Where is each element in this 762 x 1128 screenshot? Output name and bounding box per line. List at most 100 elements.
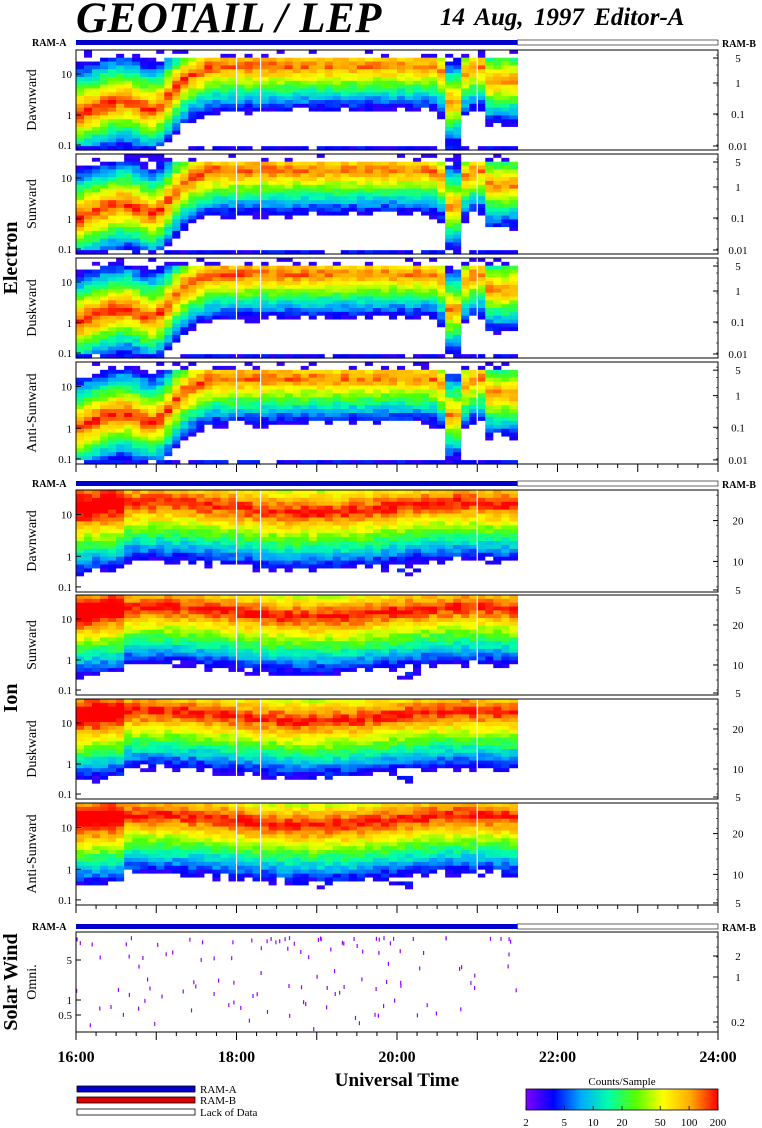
spectrogram-cells: [76, 595, 518, 696]
lack-of-data-bar: [517, 39, 719, 46]
left-tick-label: 1: [67, 759, 73, 771]
panel-label: Sunward: [25, 179, 40, 229]
panel-label: Dawnward: [25, 510, 40, 571]
chart-subtitle: 14 Aug, 1997 Editor-A: [440, 4, 685, 31]
left-tick-label: 10: [61, 173, 73, 185]
left-tick-label: 10: [61, 69, 73, 81]
group-ion: RAM-A RAM-B Ion Dawnward 10 1 0.1 20 10 5 Sunward 1…: [0, 479, 756, 913]
spectrogram-cells: [76, 258, 518, 359]
ram-b-label: RAM-B: [722, 39, 756, 50]
left-tick-label: 1: [67, 318, 73, 330]
right-tick-label: 20: [733, 724, 745, 736]
left-tick-label: 1: [67, 551, 73, 563]
spectrogram-cells: [76, 50, 518, 151]
legend-swatch: [76, 1108, 196, 1116]
right-tick-label: 10: [733, 556, 745, 568]
right-tick-label: 5: [735, 792, 741, 804]
right-tick-label: 10: [733, 764, 745, 776]
right-tick-label: 20: [733, 620, 745, 632]
ram-b-label: RAM-B: [722, 923, 756, 934]
panel-label: Duskward: [25, 720, 40, 778]
left-tick-label: 1: [67, 995, 73, 1007]
panel-frame: [75, 49, 719, 151]
left-tick-label: 0.1: [58, 895, 72, 907]
left-tick-label: 0.1: [58, 454, 72, 466]
right-tick-label: 1: [735, 182, 741, 194]
left-tick-label: 0.1: [58, 685, 72, 697]
left-tick-label: 5: [67, 955, 73, 967]
panel-electron-dawnward: Dawnward 10 1 0.1 5 1 0.1 0.01: [25, 49, 748, 153]
legend-swatch: [76, 1085, 196, 1093]
panel-label: Duskward: [25, 279, 40, 337]
right-tick-label: 5: [735, 157, 741, 169]
group-solar-wind: RAM-A RAM-B Solar Wind Omni. 5 1 0.5 2 1 0.2: [0, 922, 756, 1040]
panel-solar-wind-omni-: Omni. 5 1 0.5 2 1 0.2: [25, 931, 745, 1033]
x-axis: 16:00 18:00 20:00 22:00 24:00 Universal Time: [57, 1049, 736, 1091]
left-tick-label: 0.1: [58, 244, 72, 256]
spectrogram-cells: [76, 490, 518, 593]
colorbar-tick-label: 2: [523, 1117, 529, 1128]
x-tick-label: 24:00: [699, 1049, 736, 1066]
ram-a-label: RAM-A: [32, 38, 67, 49]
ram-a-bar: [76, 924, 518, 929]
right-tick-label: 0.2: [731, 1017, 745, 1029]
left-tick-label: 1: [67, 655, 73, 667]
panel-electron-sunward: Sunward 10 1 0.1 5 1 0.1 0.01: [25, 153, 748, 257]
right-tick-label: 1: [735, 78, 741, 90]
panels-layer: RAM-A RAM-B Electron Dawnward 10 1 0.1 5 1 0.1 0.0…: [0, 38, 756, 1040]
right-tick-label: 0.1: [731, 213, 745, 225]
right-tick-label: 1: [735, 391, 741, 403]
colorbar-tick-label: 200: [710, 1117, 727, 1128]
panel-label: Anti-Sunward: [25, 814, 40, 893]
left-tick-label: 10: [61, 277, 73, 289]
left-tick-label: 1: [67, 110, 73, 122]
lack-of-data-bar: [517, 480, 719, 487]
ram-a-label: RAM-A: [32, 922, 67, 933]
x-axis-label: Universal Time: [335, 1070, 459, 1091]
right-tick-label: 1: [735, 286, 741, 298]
left-tick-label: 0.1: [58, 789, 72, 801]
left-tick-label: 0.1: [58, 348, 72, 360]
panel-frame: [75, 489, 719, 593]
ram-a-bar: [76, 40, 518, 45]
solar-wind-points: [76, 936, 517, 1032]
left-tick-label: 10: [61, 614, 73, 626]
colorbar: Counts/Sample 2 5 10 20 50 100 200: [523, 1076, 727, 1128]
panel-frame: [75, 257, 719, 359]
panel-electron-anti-sunward: Anti-Sunward 10 1 0.1 5 1 0.1 0.01: [25, 361, 748, 467]
lack-of-data-bar: [517, 923, 719, 930]
panel-ion-sunward: Sunward 10 1 0.1 20 10 5: [25, 594, 745, 700]
right-tick-label: 5: [735, 53, 741, 65]
right-tick-label: 5: [735, 261, 741, 273]
left-tick-label: 10: [61, 822, 73, 834]
panel-label: Omni.: [25, 964, 40, 999]
panel-label: Sunward: [25, 620, 40, 670]
right-tick-label: 0.1: [731, 422, 745, 434]
legend-label: Lack of Data: [200, 1107, 258, 1119]
left-tick-label: 0.1: [58, 140, 72, 152]
group-label: Electron: [0, 222, 22, 295]
spectrogram-cells: [76, 699, 518, 800]
left-tick-label: 10: [61, 718, 73, 730]
group-electron: RAM-A RAM-B Electron Dawnward 10 1 0.1 5 1 0.1 0.0…: [0, 38, 756, 472]
panel-frame: [75, 698, 719, 800]
right-tick-label: 0.1: [731, 317, 745, 329]
left-tick-label: 0.1: [58, 582, 72, 594]
right-tick-label: 0.01: [728, 141, 747, 153]
right-tick-label: 5: [735, 585, 741, 597]
x-tick-label: 20:00: [378, 1049, 415, 1066]
panel-ion-dawnward: Dawnward 10 1 0.1 20 10 5: [25, 489, 745, 597]
chart-title: GEOTAIL / LEP: [76, 0, 382, 42]
panel-ion-anti-sunward: Anti-Sunward 10 1 0.1 20 10 5: [25, 802, 745, 910]
legend-label: RAM-A: [200, 1084, 237, 1096]
right-tick-label: 5: [735, 365, 741, 377]
x-tick-label: 16:00: [57, 1049, 94, 1066]
colorbar-title: Counts/Sample: [588, 1076, 655, 1088]
ram-a-bar: [76, 481, 518, 486]
left-tick-label: 1: [67, 423, 73, 435]
legend-label: RAM-B: [200, 1095, 236, 1107]
right-tick-label: 10: [733, 869, 745, 881]
left-tick-label: 10: [61, 381, 73, 393]
left-tick-label: 1: [67, 864, 73, 876]
